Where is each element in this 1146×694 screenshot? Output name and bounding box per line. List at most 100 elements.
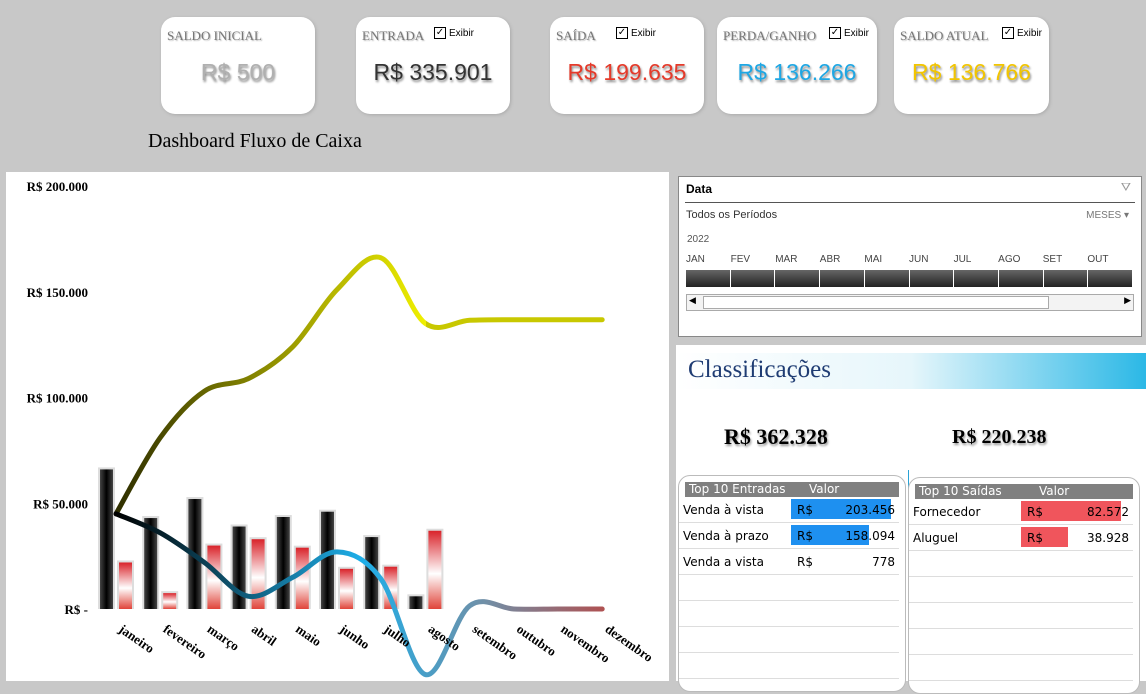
month-label: JUL <box>953 254 972 265</box>
kpi-value: R$ 335.901 <box>373 59 493 85</box>
time-level-label: MESES <box>1086 210 1122 221</box>
x-tick-label: outubro <box>514 621 559 659</box>
show-checkbox[interactable]: ✓ Exibir <box>829 27 869 39</box>
month-label: FEV <box>730 254 751 265</box>
classificacoes-title: Classificações <box>688 356 832 383</box>
row-currency: R$ <box>1027 530 1043 545</box>
total-entradas: R$ 362.328 <box>724 424 828 449</box>
row-name: Venda à prazo <box>683 528 769 543</box>
kpi-card: PERDA/GANHO ✓ Exibir R$ 136.266 <box>717 17 877 114</box>
table-row[interactable]: Aluguel R$ 38.928 <box>909 525 1133 551</box>
table-row-empty <box>909 603 1133 629</box>
row-name: Fornecedor <box>913 504 981 519</box>
header-label: Top 10 Saídas <box>919 484 1002 498</box>
checkbox-checked-icon[interactable]: ✓ <box>1002 27 1014 39</box>
kpi-card: SALDO INICIAL R$ 500 <box>161 17 315 114</box>
slicer-filter-text: Todos os Períodos <box>686 209 778 221</box>
table-header: Top 10 Entradas Valor <box>685 482 899 497</box>
month-label: MAR <box>775 254 798 265</box>
timeline-scrollbar[interactable]: ◀ ▶ <box>686 294 1134 311</box>
page-title: Dashboard Fluxo de Caixa <box>148 130 362 152</box>
entrada-bar <box>276 516 290 609</box>
checkbox-checked-icon[interactable]: ✓ <box>829 27 841 39</box>
y-tick-label: R$ - <box>65 602 88 617</box>
month-tile[interactable] <box>1043 270 1088 287</box>
table-row-empty <box>909 551 1133 577</box>
month-tile[interactable] <box>954 270 998 287</box>
month-label: JUN <box>908 254 929 265</box>
checkbox-label: Exibir <box>844 27 870 39</box>
value-bar <box>791 525 869 545</box>
x-tick-label: novembro <box>558 621 613 665</box>
entrada-bar <box>144 518 158 609</box>
month-tile[interactable] <box>686 270 730 287</box>
saldo-line <box>113 254 605 517</box>
show-checkbox[interactable]: ✓ Exibir <box>434 27 474 39</box>
x-tick-label: março <box>205 621 243 654</box>
kpi-value: R$ 136.266 <box>737 59 857 85</box>
kpi-label: PERDA/GANHO <box>723 28 817 43</box>
value-bar <box>1021 501 1121 521</box>
table-row-empty <box>909 655 1133 681</box>
table-row[interactable]: Venda à prazo R$ 158.094 <box>679 523 899 549</box>
show-checkbox[interactable]: ✓ Exibir <box>616 27 656 39</box>
header-label: Top 10 Entradas <box>689 482 786 496</box>
kpi-label: SALDO ATUAL <box>900 28 989 43</box>
table-row[interactable]: Venda à vista R$ 203.456 <box>679 497 899 523</box>
month-tile[interactable] <box>1088 270 1133 287</box>
table-row-empty <box>679 653 899 679</box>
saida-bar <box>251 539 265 609</box>
time-level-dropdown[interactable]: MESES ▾ <box>1086 210 1129 221</box>
entrada-bar <box>100 469 113 609</box>
row-currency: R$ <box>797 554 813 569</box>
checkbox-checked-icon[interactable]: ✓ <box>434 27 446 39</box>
month-tile[interactable] <box>730 270 775 287</box>
total-saidas: R$ 220.238 <box>952 426 1047 448</box>
month-tile[interactable] <box>998 270 1043 287</box>
checkbox-checked-icon[interactable]: ✓ <box>616 27 628 39</box>
row-name: Venda à vista <box>683 502 764 517</box>
scroll-left-icon[interactable]: ◀ <box>689 295 696 305</box>
entrada-bar <box>365 537 379 609</box>
row-currency: R$ <box>1027 504 1043 519</box>
x-tick-label: abril <box>249 621 280 649</box>
clear-filter-icon[interactable]: ⛛ <box>1120 180 1131 194</box>
month-label: SET <box>1042 254 1063 265</box>
x-tick-label: janeiro <box>115 621 157 657</box>
month-tile[interactable] <box>864 270 909 287</box>
row-name: Venda a vista <box>683 554 764 569</box>
month-tile[interactable] <box>775 270 820 287</box>
saida-bar <box>163 593 177 609</box>
saida-bar <box>428 530 442 609</box>
x-tick-label: fevereiro <box>160 621 209 662</box>
slicer-title: Data <box>686 182 713 196</box>
date-timeline-slicer[interactable]: Data ⛛ Todos os Períodos MESES ▾ 2022 JA… <box>678 176 1142 337</box>
scroll-thumb[interactable] <box>703 296 1049 309</box>
kpi-label: ENTRADA <box>362 28 425 43</box>
value-bar <box>1021 527 1068 547</box>
row-currency: R$ <box>797 528 813 543</box>
kpi-value: R$ 136.766 <box>912 59 1031 85</box>
saida-bar <box>295 547 309 609</box>
month-tile[interactable] <box>909 270 954 287</box>
cashflow-chart: R$ - R$ 50.000 R$ 100.000 R$ 150.000 R$ 200.… <box>6 172 669 681</box>
table-row-empty <box>679 627 899 653</box>
table-row-empty <box>909 629 1133 655</box>
table-row-empty <box>909 681 1133 693</box>
classificacoes-panel: Classificações R$ 362.328 R$ 220.238 Top… <box>676 345 1146 694</box>
show-checkbox[interactable]: ✓ Exibir <box>1002 27 1042 39</box>
month-label: AGO <box>998 254 1021 265</box>
x-tick-label: junho <box>336 621 372 653</box>
table-row[interactable]: Venda a vista R$ 778 <box>679 549 899 575</box>
row-value: 203.456 <box>845 502 895 517</box>
kpi-card: SAÍDA ✓ Exibir R$ 199.635 <box>550 17 704 114</box>
slicer-year: 2022 <box>687 234 710 245</box>
scroll-right-icon[interactable]: ▶ <box>1124 295 1131 305</box>
perda-ganho-line <box>113 511 605 678</box>
kpi-card: ENTRADA ✓ Exibir R$ 335.901 <box>356 17 510 114</box>
row-value: 158.094 <box>845 528 895 543</box>
table-row[interactable]: Fornecedor R$ 82.572 <box>909 499 1133 525</box>
month-tile[interactable] <box>820 270 864 287</box>
header-value: Valor <box>1039 484 1070 498</box>
saida-bar <box>384 566 398 609</box>
